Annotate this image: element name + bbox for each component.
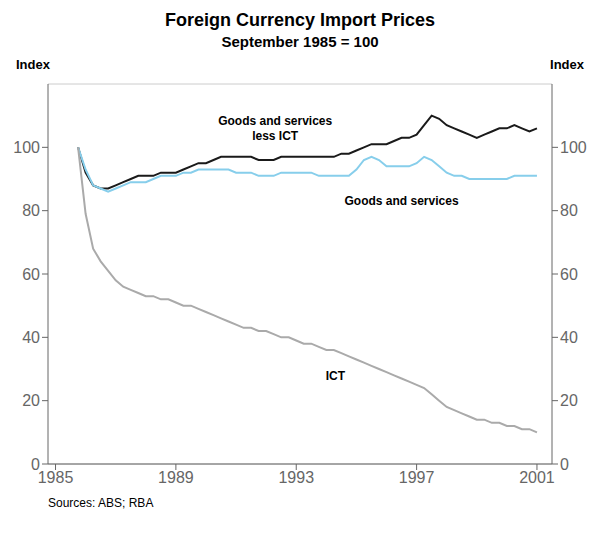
svg-text:1993: 1993 bbox=[278, 469, 314, 486]
svg-text:60: 60 bbox=[560, 266, 578, 283]
html-text:Foreign Currency Import Prices: Foreign Currency Import Prices bbox=[165, 10, 435, 30]
html-text:September 1985 = 100: September 1985 = 100 bbox=[221, 33, 379, 50]
html-text:Index: Index bbox=[16, 57, 50, 72]
svg-text:100: 100 bbox=[13, 139, 40, 156]
svg-text:1985: 1985 bbox=[38, 469, 74, 486]
svg-text:80: 80 bbox=[22, 202, 40, 219]
svg-text:40: 40 bbox=[560, 329, 578, 346]
svg-text:40: 40 bbox=[22, 329, 40, 346]
svg-text:0: 0 bbox=[31, 456, 40, 473]
svg-text:100: 100 bbox=[560, 139, 587, 156]
svg-text:1989: 1989 bbox=[158, 469, 194, 486]
svg-text:1997: 1997 bbox=[399, 469, 435, 486]
html-text:Sources: ABS; RBA: Sources: ABS; RBA bbox=[48, 496, 154, 510]
svg-text:20: 20 bbox=[22, 392, 40, 409]
svg-text:20: 20 bbox=[560, 392, 578, 409]
svg-text:2001: 2001 bbox=[519, 469, 555, 486]
svg-text:Goods and servicesless ICT: Goods and servicesless ICT bbox=[218, 114, 332, 142]
svg-text:60: 60 bbox=[22, 266, 40, 283]
svg-text:80: 80 bbox=[560, 202, 578, 219]
svg-text:ICT: ICT bbox=[326, 369, 346, 383]
svg-text:0: 0 bbox=[560, 456, 569, 473]
svg-text:Goods and services: Goods and services bbox=[345, 194, 459, 208]
html-text:Index: Index bbox=[550, 57, 584, 72]
